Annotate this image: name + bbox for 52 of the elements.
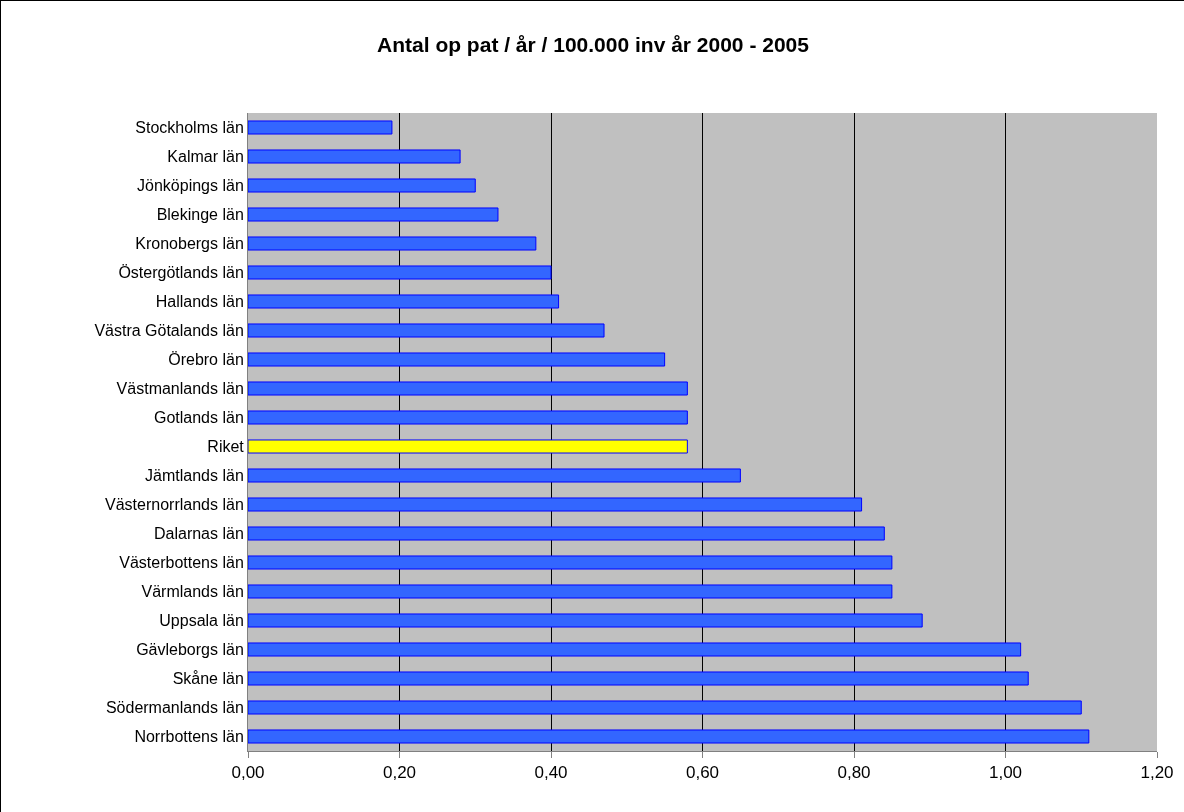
bar: [248, 439, 688, 454]
bar: [248, 207, 499, 222]
x-tick-label: 0,20: [382, 763, 417, 783]
x-tick-label: 0,60: [685, 763, 720, 783]
x-tick-label: 1,20: [1140, 763, 1174, 783]
y-tick-label: Östergötlands län: [118, 264, 244, 282]
y-tick-label: Västra Götalands län: [94, 322, 244, 340]
y-tick-label: Hallands län: [155, 293, 244, 311]
y-tick-label: Skåne län: [172, 670, 244, 688]
bar: [248, 584, 893, 599]
bar: [248, 671, 1029, 686]
bar: [248, 294, 560, 309]
x-tick-label: 0,00: [231, 763, 265, 783]
bar: [248, 410, 688, 425]
y-tick-label: Södermanlands län: [105, 699, 244, 717]
y-tick-label: Gävleborgs län: [136, 641, 244, 659]
y-tick-label: Dalarnas län: [153, 525, 244, 543]
bar: [248, 323, 605, 338]
bar: [248, 149, 461, 164]
chart-title: Antal op pat / år / 100.000 inv år 2000 - 2005: [377, 33, 810, 57]
y-tick-label: Västmanlands län: [116, 380, 244, 398]
y-tick-label: Västerbottens län: [119, 554, 244, 572]
y-tick-label: Västernorrlands län: [105, 496, 244, 514]
bar: [248, 642, 1022, 657]
bar: [248, 613, 923, 628]
y-tick-label: Värmlands län: [141, 583, 244, 601]
bar: [248, 555, 893, 570]
bar: [248, 265, 552, 280]
bar: [248, 381, 688, 396]
y-tick-label: Blekinge län: [156, 206, 244, 224]
bar: [248, 729, 1090, 744]
bar: [248, 352, 666, 367]
y-tick-label: Gotlands län: [153, 409, 244, 427]
y-tick-label: Jämtlands län: [145, 467, 244, 485]
y-tick-label: Jönköpings län: [137, 177, 244, 195]
y-tick-label: Stockholms län: [135, 119, 244, 137]
x-tick-label: 0,80: [837, 763, 871, 783]
y-tick-label: Kalmar län: [167, 148, 244, 166]
bar: [248, 497, 863, 512]
y-tick-label: Örebro län: [168, 351, 244, 369]
x-tick-label: 1,00: [988, 763, 1023, 783]
y-tick-label: Kronobergs län: [135, 235, 244, 253]
bar: [248, 526, 885, 541]
bar: [248, 178, 476, 193]
y-tick-label: Norrbottens län: [134, 728, 244, 746]
bar: [248, 468, 741, 483]
bar: [248, 236, 537, 251]
y-tick-label: Riket: [207, 438, 245, 456]
x-tick-label: 0,40: [534, 763, 568, 783]
bar: [248, 120, 393, 135]
y-tick-label: Uppsala län: [159, 612, 244, 630]
bar: [248, 700, 1082, 715]
